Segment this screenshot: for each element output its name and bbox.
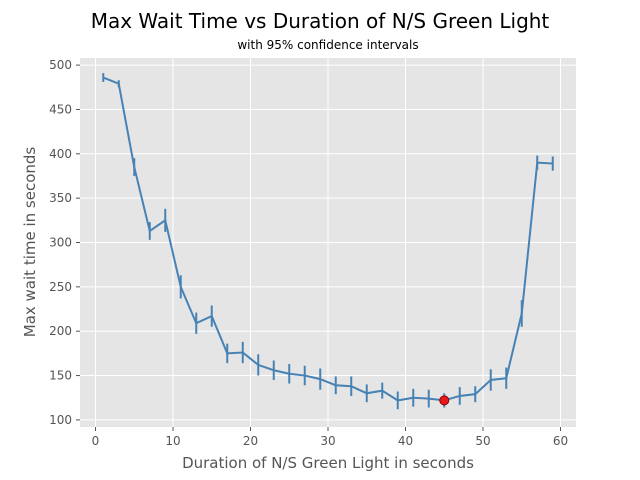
y-tick-label: 300	[49, 236, 72, 250]
y-tick-label: 500	[49, 58, 72, 72]
y-tick-label: 100	[49, 413, 72, 427]
x-tick-label: 40	[398, 434, 413, 448]
x-tick-label: 20	[243, 434, 258, 448]
y-tick-label: 450	[49, 102, 72, 116]
highlight-point	[439, 395, 450, 406]
y-tick-label: 250	[49, 280, 72, 294]
y-tick-label: 400	[49, 147, 72, 161]
series-line	[102, 76, 553, 402]
y-tick-label: 150	[49, 369, 72, 383]
x-axis-ticks: 0 10 20 30 40 50 60	[92, 427, 568, 448]
y-axis-label: Max wait time in seconds	[21, 147, 39, 338]
y-tick-label: 350	[49, 191, 72, 205]
x-tick-label: 30	[320, 434, 335, 448]
x-tick-label: 50	[475, 434, 490, 448]
x-tick-label: 10	[165, 434, 180, 448]
y-axis-ticks: 100 150 200 250 300 350 400 450 500	[49, 58, 80, 427]
x-axis-label: Duration of N/S Green Light in seconds	[182, 454, 474, 472]
x-tick-label: 60	[553, 434, 568, 448]
chart-subtitle: with 95% confidence intervals	[237, 38, 418, 52]
x-tick-label: 0	[92, 434, 100, 448]
y-tick-label: 200	[49, 324, 72, 338]
grid	[80, 58, 576, 427]
chart-title: Max Wait Time vs Duration of N/S Green L…	[91, 9, 550, 33]
